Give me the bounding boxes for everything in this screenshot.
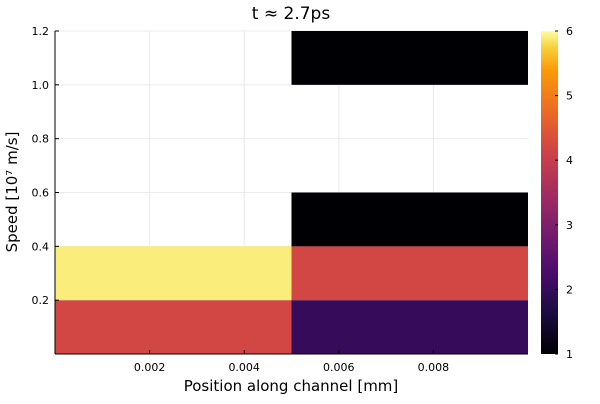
x-tick-label: 0.006 bbox=[323, 361, 355, 374]
y-axis-label: Speed [10⁷ m/s] bbox=[3, 132, 21, 253]
colorbar-tick-label: 4 bbox=[566, 154, 573, 167]
y-tick-label: 0.4 bbox=[32, 240, 50, 253]
heatmap-cell bbox=[291, 246, 528, 301]
colorbar-tick-labels: 1 2 3 4 5 6 bbox=[555, 25, 573, 361]
colorbar-tick-label: 3 bbox=[566, 219, 573, 232]
heatmap-cell bbox=[55, 300, 292, 354]
colorbar-tick-label: 6 bbox=[566, 25, 573, 38]
y-tick-labels: 0.2 0.4 0.6 0.8 1.0 1.2 bbox=[32, 25, 59, 307]
heatmap-cell bbox=[291, 300, 528, 354]
heatmap-cells bbox=[55, 31, 528, 354]
y-tick-label: 0.8 bbox=[32, 133, 50, 146]
x-tick-label: 0.004 bbox=[228, 361, 260, 374]
y-tick-label: 1.2 bbox=[32, 25, 50, 38]
x-axis-label: Position along channel [mm] bbox=[184, 377, 399, 395]
y-tick-label: 0.6 bbox=[32, 187, 50, 200]
colorbar-tick-label: 1 bbox=[566, 348, 573, 361]
colorbar bbox=[541, 31, 558, 354]
colorbar-tick-label: 2 bbox=[566, 283, 573, 296]
y-tick-label: 1.0 bbox=[32, 79, 50, 92]
x-tick-labels: 0.002 0.004 0.006 0.008 bbox=[134, 350, 449, 374]
chart-title: t ≈ 2.7ps bbox=[252, 4, 331, 24]
x-tick-label: 0.008 bbox=[418, 361, 450, 374]
heatmap-cell bbox=[291, 192, 528, 247]
y-tick-label: 0.2 bbox=[32, 294, 50, 307]
x-tick-label: 0.002 bbox=[134, 361, 166, 374]
heatmap-cell bbox=[291, 31, 528, 85]
heatmap-cell bbox=[55, 246, 292, 301]
colorbar-tick-label: 5 bbox=[566, 90, 573, 103]
